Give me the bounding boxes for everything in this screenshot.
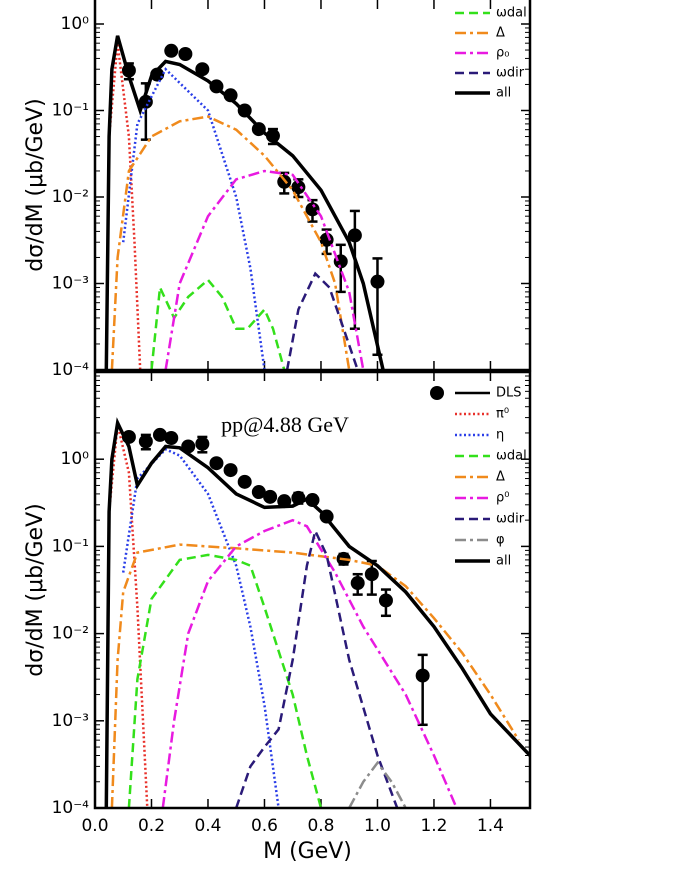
y-tick-label: 10⁻³: [52, 711, 89, 731]
frame: [93, 0, 532, 372]
data-point: [209, 456, 224, 471]
plot-area: [104, 35, 385, 370]
y-tick-label: 10⁻²: [52, 187, 89, 207]
x-tick-label: 0.8: [307, 816, 334, 836]
y-tick-label: 10⁻⁴: [52, 360, 90, 380]
curve: [104, 35, 385, 370]
data-point: [305, 493, 320, 508]
data-point: [305, 202, 320, 217]
data-point: [347, 228, 362, 243]
y-tick-label: 10⁻²: [52, 624, 89, 644]
data-point: [370, 274, 385, 289]
curve: [348, 760, 407, 808]
legend-label: ρ₀: [496, 46, 509, 61]
y-tick-label: 10⁻¹: [52, 101, 89, 121]
data-point: [195, 436, 210, 451]
data-point: [319, 232, 334, 247]
legend-label: all: [496, 554, 511, 569]
data-point: [152, 427, 167, 442]
curve: [105, 424, 149, 808]
curve: [110, 115, 351, 370]
legend-label: all: [496, 86, 511, 101]
data-point: [195, 62, 210, 77]
y-tick-label: 10⁰: [61, 14, 90, 34]
data-point: [164, 431, 179, 446]
x-axis-label: M (GeV): [263, 839, 352, 864]
legend-label: ωdal: [496, 6, 527, 21]
data-point: [378, 593, 393, 608]
curve: [150, 278, 286, 370]
curve: [285, 271, 359, 370]
frame: [93, 370, 532, 810]
data-point: [263, 489, 278, 504]
data-point: [237, 474, 252, 489]
curve: [235, 527, 399, 808]
x-tick-label: 1.0: [364, 816, 391, 836]
legend-label: ωdir: [496, 512, 525, 527]
x-tick-label: 0.0: [81, 816, 108, 836]
legend-marker: [430, 386, 444, 400]
curve: [127, 553, 323, 808]
data-point: [265, 128, 280, 143]
curve: [164, 169, 365, 370]
y-axis-label: dσ/dM (μb/GeV): [23, 503, 48, 676]
data-point: [223, 463, 238, 478]
data-point: [223, 88, 238, 103]
data-point: [251, 485, 266, 500]
y-tick-label: 10⁻⁴: [52, 798, 90, 818]
data-point: [138, 434, 153, 449]
data-point: [350, 576, 365, 591]
y-tick-label: 10⁻¹: [52, 536, 89, 556]
plot-area: [104, 417, 530, 808]
legend-label: Δ: [496, 470, 505, 485]
data-point: [364, 567, 379, 582]
y-tick-label: 10⁻³: [52, 274, 89, 294]
curve: [121, 67, 266, 370]
legend-label: DLS: [496, 386, 522, 401]
x-tick-label: 0.2: [138, 816, 165, 836]
curve: [110, 543, 520, 808]
data-point: [415, 668, 430, 683]
curve: [161, 518, 458, 808]
chart-title: pp@4.88 GeV: [221, 412, 349, 437]
data-point: [150, 67, 165, 82]
x-tick-label: 1.4: [477, 816, 504, 836]
legend-label: ρ⁰: [496, 491, 509, 506]
curve: [104, 417, 530, 808]
legend-label: η: [496, 428, 504, 443]
legend-label: Δ: [496, 26, 505, 41]
y-tick-label: 10⁰: [61, 449, 90, 469]
x-tick-label: 0.6: [251, 816, 278, 836]
data-point: [164, 43, 179, 58]
data-point: [178, 46, 193, 61]
legend-label: ωdal: [496, 449, 527, 464]
legend-label: ωdir: [496, 66, 525, 81]
y-axis-label: dσ/dM (μb/GeV): [23, 98, 48, 271]
x-tick-label: 1.2: [420, 816, 447, 836]
legend-label: φ: [496, 533, 505, 548]
x-tick-label: 0.4: [194, 816, 221, 836]
legend-label: π⁰: [496, 407, 509, 422]
data-point: [291, 180, 306, 195]
